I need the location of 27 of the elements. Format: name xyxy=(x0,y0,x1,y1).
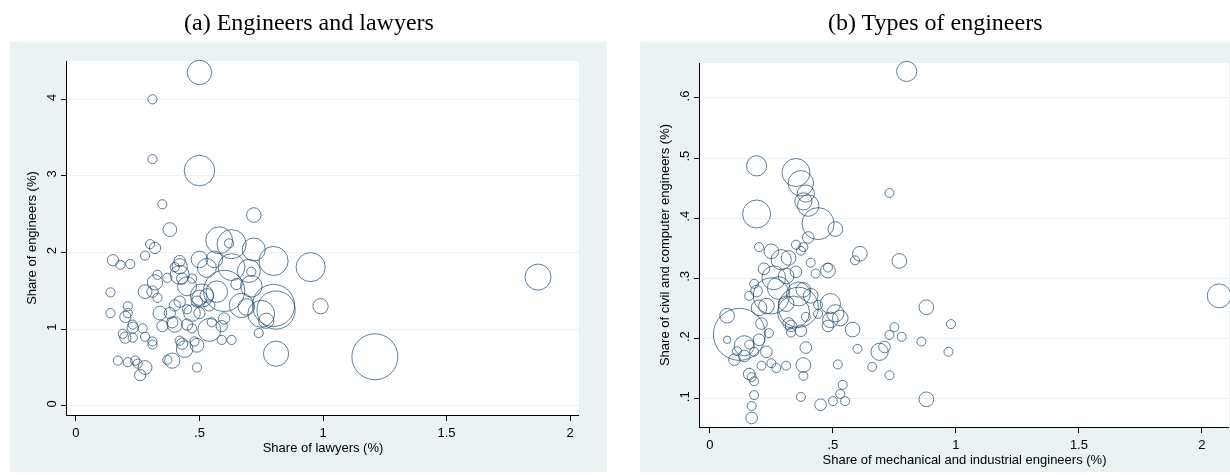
y-tick-label: 1 xyxy=(43,323,59,331)
y-tick-label: 2 xyxy=(43,246,59,255)
x-tick-label: 2 xyxy=(1198,436,1206,452)
x-tick-label: 1.5 xyxy=(1069,436,1088,452)
x-tick-label: 0 xyxy=(706,436,714,452)
y-tick-label: .5 xyxy=(676,150,692,162)
y-tick-label: 0 xyxy=(43,400,59,408)
y-tick-label: .1 xyxy=(676,391,692,403)
y-tick-label: .3 xyxy=(676,271,692,282)
x-tick-label: 0 xyxy=(72,424,80,440)
y-axis-title: Share of civil and computer engineers (%) xyxy=(656,123,672,367)
y-tick-label: 4 xyxy=(43,93,59,101)
y-axis-title: Share of engineers (%) xyxy=(23,171,39,305)
y-tick-label: 3 xyxy=(43,170,59,178)
x-axis-title: Share of lawyers (%) xyxy=(262,440,384,456)
y-tick-label: .6 xyxy=(676,90,692,102)
chart-title: (b) Types of engineers xyxy=(828,9,1043,35)
x-tick-label: .5 xyxy=(827,436,839,452)
y-tick-label: .4 xyxy=(676,210,692,222)
chart-title: (a) Engineers and lawyers xyxy=(184,9,434,35)
x-tick-label: .5 xyxy=(194,424,205,440)
x-tick-label: 2 xyxy=(566,424,574,440)
y-tick-label: .2 xyxy=(676,331,692,343)
x-tick-label: 1 xyxy=(952,436,960,452)
x-tick-label: 1 xyxy=(319,424,327,440)
x-tick-label: 1.5 xyxy=(437,424,456,440)
x-axis-title: Share of mechanical and industrial engineers (%) xyxy=(822,452,1107,468)
